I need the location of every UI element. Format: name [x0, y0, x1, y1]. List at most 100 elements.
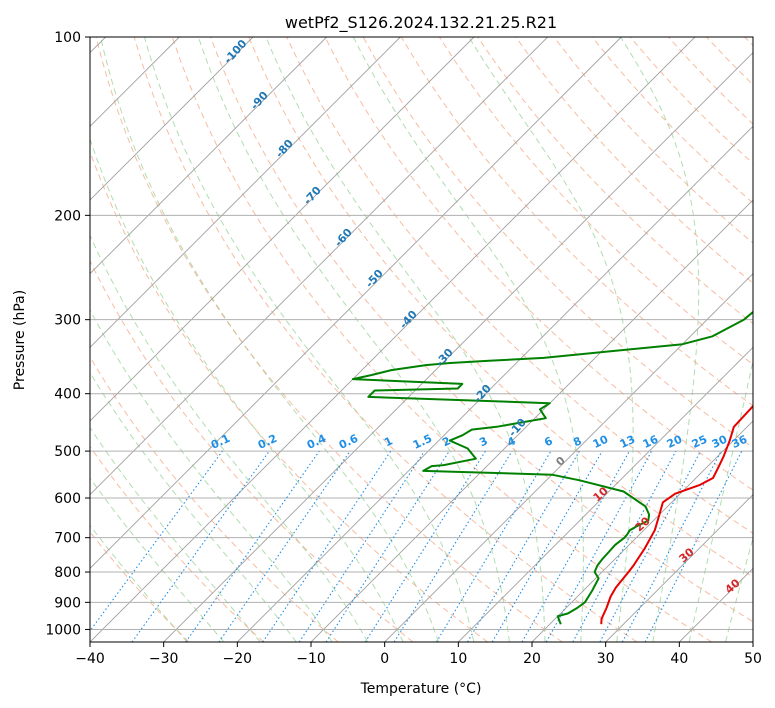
- isotherm-line: [90, 37, 327, 275]
- isotherm-line: [90, 37, 254, 201]
- y-tick-label: 800: [54, 565, 81, 581]
- moist-adiabat-line: [90, 524, 188, 642]
- moist-adiabat-line: [197, 37, 510, 642]
- moist-adiabat-line: [90, 234, 369, 642]
- pressure-gridlines: [90, 37, 753, 630]
- mixing-ratio-line: [467, 450, 580, 642]
- x-tick-label: 40: [670, 651, 688, 667]
- x-tick-label: −30: [149, 651, 179, 667]
- moist-adiabat-label: 20: [633, 514, 653, 534]
- skewed-isotherms: [90, 37, 753, 642]
- mixing-ratio-line: [185, 450, 320, 642]
- mixing-ratio-label: 36: [730, 433, 750, 451]
- x-tick-label: 20: [523, 651, 541, 667]
- dry-adiabats: [90, 37, 753, 642]
- mixing-ratio-label: 0.1: [209, 432, 232, 452]
- dry-adiabat-label: -80: [273, 137, 296, 161]
- dry-adiabat-line: [95, 37, 563, 642]
- mixing-ratio-label: 1: [382, 434, 394, 449]
- dry-adiabat-label: -70: [301, 184, 324, 208]
- moist-adiabat-line: [100, 37, 439, 642]
- mixing-ratio-label: 10: [591, 433, 611, 451]
- isotherm-line: [237, 125, 753, 642]
- mixing-ratio-line: [325, 450, 450, 642]
- moist-adiabat-line: [725, 536, 753, 642]
- mixing-ratio-line: [393, 450, 513, 642]
- mixing-ratio-label: 6: [542, 434, 555, 449]
- isotherm-line: [90, 37, 548, 496]
- mixing-ratio-line: [364, 450, 486, 642]
- y-tick-label: 300: [54, 313, 81, 329]
- dry-adiabat-line: [515, 37, 753, 284]
- y-tick-label: 900: [54, 595, 81, 611]
- moist-adiabat-label: 40: [723, 576, 743, 596]
- dry-adiabat-line: [90, 445, 264, 642]
- dry-adiabat-label: -60: [332, 226, 355, 250]
- mixing-ratio-line: [545, 450, 653, 642]
- y-tick-label: 500: [54, 444, 81, 460]
- dry-adiabat-label: -30: [433, 346, 456, 370]
- mixing-ratio-line: [644, 450, 743, 642]
- mixing-ratio-lines: [90, 450, 743, 642]
- dry-adiabat-line: [90, 150, 488, 642]
- dry-adiabat-label: -40: [397, 308, 420, 332]
- isotherm-line: [458, 346, 753, 642]
- x-tick-label: −10: [296, 651, 326, 667]
- y-tick-label: 100: [54, 30, 81, 46]
- dry-adiabat-line: [90, 531, 190, 642]
- mixing-ratio-line: [491, 450, 603, 642]
- dry-adiabat-line: [90, 259, 414, 642]
- mixing-ratio-label: 30: [710, 433, 730, 451]
- dry-adiabat-line: [90, 356, 339, 642]
- dry-adiabat-line: [286, 37, 753, 534]
- x-tick-label: 30: [597, 651, 615, 667]
- dry-adiabat-label: -50: [363, 267, 386, 291]
- isotherm-line: [679, 567, 753, 642]
- x-tick-label: −20: [223, 651, 253, 667]
- moist-adiabat-line: [90, 371, 297, 642]
- isotherm-line: [310, 199, 753, 642]
- dry-adiabat-label: -100: [221, 37, 249, 66]
- dry-adiabat-line: [438, 37, 753, 366]
- moist-adiabat-line: [144, 37, 475, 642]
- moist-adiabats: [90, 37, 753, 642]
- moist-adiabat-line: [90, 137, 404, 642]
- mixing-ratio-label: 16: [641, 433, 661, 451]
- mixing-ratio-label: 25: [690, 433, 709, 451]
- y-axis-label: Pressure (hPa): [12, 290, 28, 390]
- isotherm-line: [90, 37, 622, 569]
- moist-adiabat-line: [90, 308, 333, 642]
- moist-adiabat-line: [620, 37, 700, 642]
- isotherm-line: [605, 494, 753, 642]
- moist-adiabat-line: [90, 426, 261, 642]
- isotherm-line: [531, 420, 753, 642]
- isotherm-line: [90, 37, 696, 642]
- y-tick-label: 600: [54, 491, 81, 507]
- dry-adiabat-line: [210, 37, 753, 623]
- x-tick-label: 0: [380, 651, 389, 667]
- x-axis-label: Temperature (°C): [360, 681, 482, 697]
- isotherm-line: [163, 52, 753, 642]
- plot-area: [90, 37, 753, 642]
- dry-adiabat-line: [553, 37, 753, 244]
- y-tick-label: 400: [54, 387, 81, 403]
- temperature-profile-line: [600, 404, 753, 625]
- mixing-ratio-label: 3: [477, 434, 489, 449]
- moist-adiabat-line: [90, 477, 225, 642]
- y-axis-ticks: 100 200 300 400 500 600 700 800 900 1000: [45, 30, 90, 638]
- dry-adiabat-line: [133, 37, 638, 642]
- moist-adiabat-line: [688, 358, 753, 642]
- isotherm-line: [90, 37, 475, 422]
- chart-title: wetPf2_S126.2024.132.21.25.R21: [285, 13, 557, 33]
- x-axis-ticks: −40 −30 −20 −10 0 10 20 30 40 50: [75, 642, 762, 667]
- dry-adiabat-line: [248, 37, 753, 578]
- mixing-ratio-line: [572, 450, 677, 642]
- dry-adiabat-line: [324, 37, 753, 491]
- moist-adiabat-line: [352, 37, 584, 642]
- moist-adiabat-label: 30: [677, 545, 697, 565]
- mixing-ratio-line: [262, 450, 392, 642]
- dry-adiabat-line: [171, 37, 712, 642]
- mixing-ratio-label: 8: [571, 434, 583, 449]
- dry-adiabat-label: -90: [248, 89, 271, 113]
